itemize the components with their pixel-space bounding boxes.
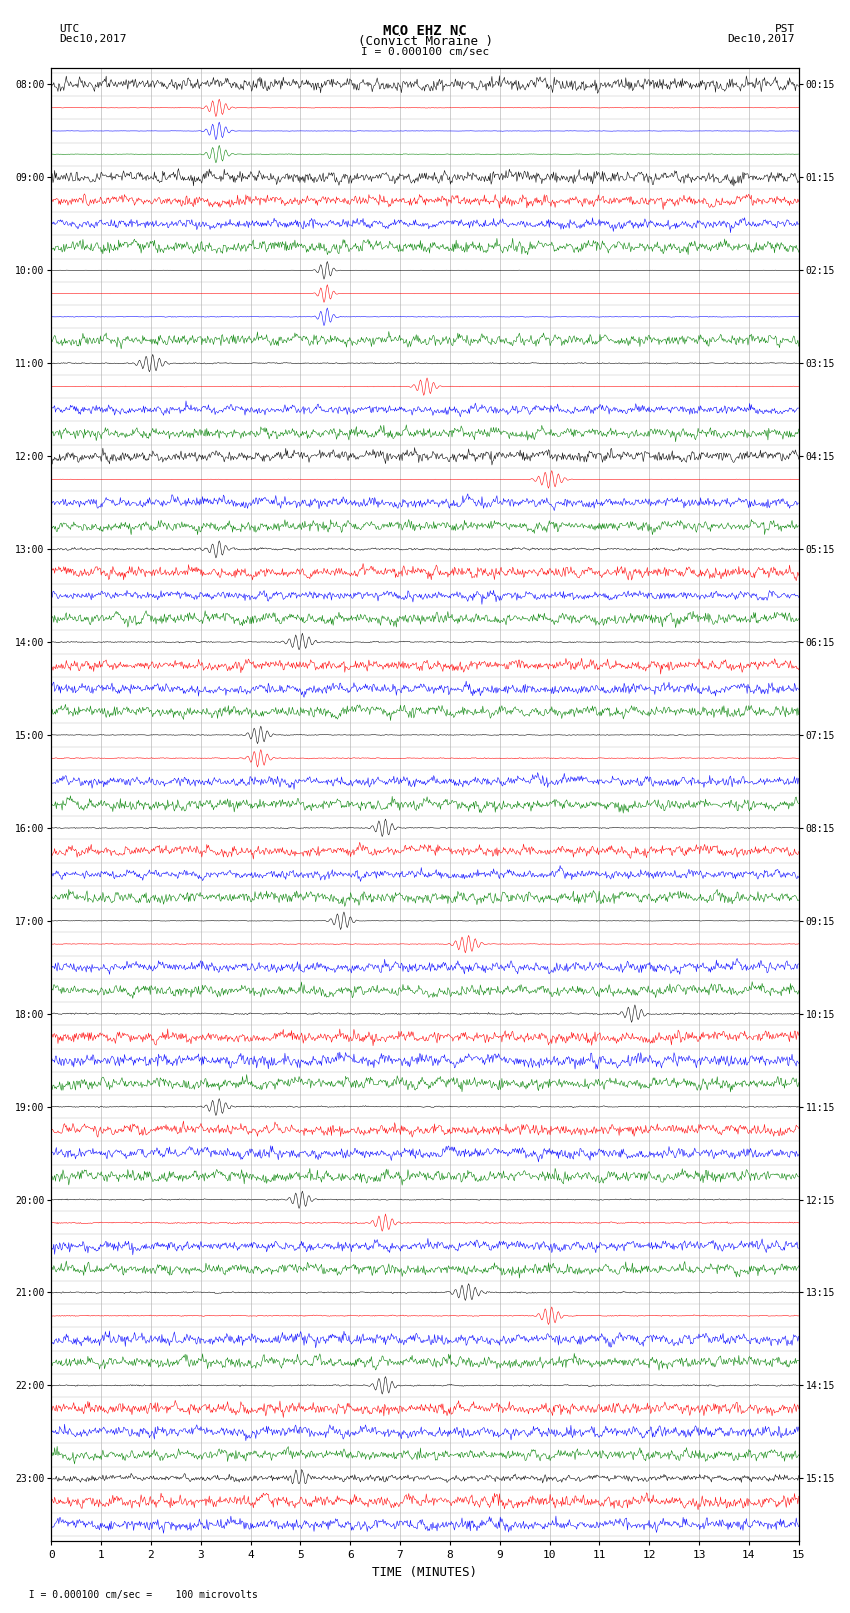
Text: I = 0.000100 cm/sec =    100 microvolts: I = 0.000100 cm/sec = 100 microvolts [17,1590,258,1600]
Text: Dec10,2017: Dec10,2017 [60,34,127,44]
Text: PST: PST [774,24,795,34]
Text: I = 0.000100 cm/sec: I = 0.000100 cm/sec [361,47,489,56]
Text: (Convict Moraine ): (Convict Moraine ) [358,35,492,48]
Text: UTC: UTC [60,24,80,34]
X-axis label: TIME (MINUTES): TIME (MINUTES) [372,1566,478,1579]
Text: Dec10,2017: Dec10,2017 [728,34,795,44]
Text: MCO EHZ NC: MCO EHZ NC [383,24,467,39]
